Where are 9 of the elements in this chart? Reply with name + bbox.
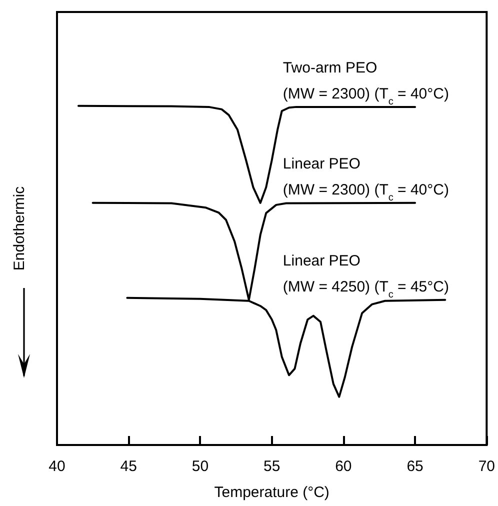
x-axis-title: Temperature (°C) (214, 484, 330, 501)
x-tick-label: 45 (120, 458, 137, 475)
y-axis-title: Endothermic (11, 186, 28, 271)
x-tick-label: 55 (263, 458, 280, 475)
x-tick-label: 50 (192, 458, 209, 475)
x-tick-label: 65 (406, 458, 424, 475)
x-tick-label: 40 (48, 458, 66, 475)
x-tick-label: 60 (335, 458, 352, 475)
x-tick-label: 70 (478, 458, 495, 475)
